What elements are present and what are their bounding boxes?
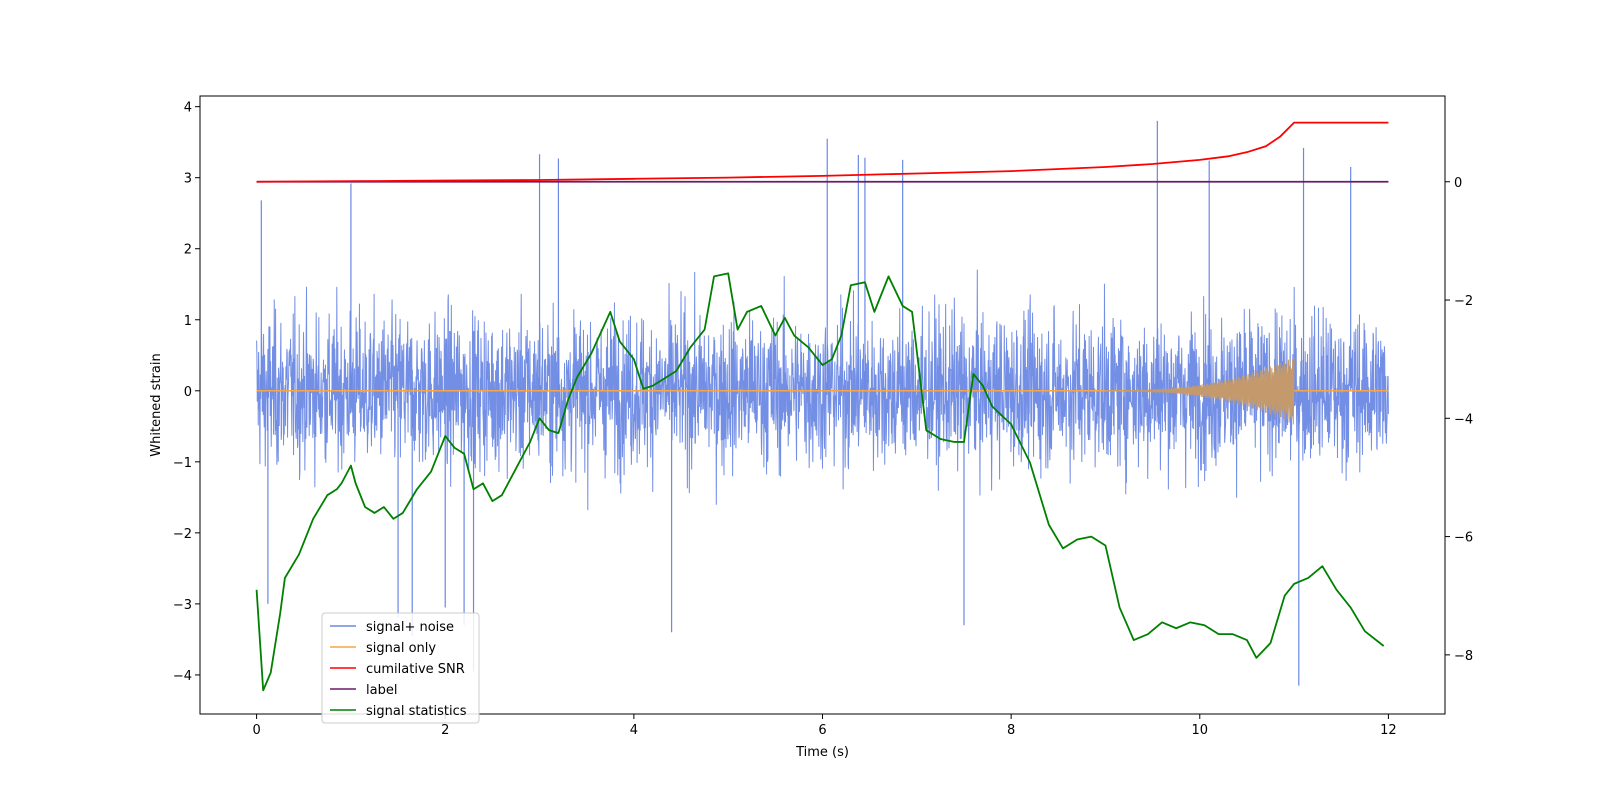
cumulative-snr-line	[256, 121, 1389, 183]
signal-only-trace	[256, 357, 1389, 425]
x-axis-label: Time (s)	[795, 745, 849, 760]
legend-label-signal-noise: signal+ noise	[366, 620, 454, 635]
legend-label-signal-only: signal only	[366, 641, 436, 656]
y-tick-label: 1	[184, 314, 192, 329]
y-axis-label: Whitened strain	[149, 353, 164, 456]
x-axis: 0 2 4 6 8 10 12	[252, 714, 1397, 738]
legend-label-cumulative-snr: cumilative SNR	[366, 662, 465, 677]
signal-statistics-line	[255, 272, 1385, 692]
x-tick-label: 8	[1007, 723, 1015, 738]
y2-tick-label: −4	[1454, 412, 1473, 427]
y2-tick-label: −6	[1454, 531, 1473, 546]
y-tick-label: 4	[184, 101, 192, 116]
x-tick-label: 6	[818, 723, 826, 738]
y-tick-label: −4	[173, 669, 192, 684]
y-tick-label: −1	[173, 456, 192, 471]
y-tick-label: 2	[184, 243, 192, 258]
y-tick-label: −3	[173, 598, 192, 613]
x-tick-label: 2	[441, 723, 449, 738]
y-tick-label: 3	[184, 172, 192, 187]
signal-chirp	[1105, 357, 1295, 425]
noise-band	[256, 120, 1389, 686]
line-series	[255, 121, 1389, 692]
legend-label-label: label	[366, 683, 397, 698]
y-axis-left: −4 −3 −2 −1 0 1 2 3 4	[173, 101, 200, 684]
y2-tick-label: −2	[1454, 294, 1473, 309]
x-tick-label: 4	[630, 723, 638, 738]
legend: signal+ noise signal only cumilative SNR…	[321, 612, 480, 724]
y2-tick-label: 0	[1454, 176, 1462, 191]
legend-label-signal-statistics: signal statistics	[366, 704, 467, 719]
y-tick-label: 0	[184, 385, 192, 400]
noise-trace	[256, 269, 1389, 511]
x-tick-label: 12	[1380, 723, 1397, 738]
y-axis-right: −8 −6 −4 −2 0	[1445, 176, 1473, 664]
y2-tick-label: −8	[1454, 649, 1473, 664]
x-tick-label: 10	[1191, 723, 1208, 738]
x-tick-label: 0	[252, 723, 260, 738]
legend-box	[321, 612, 480, 724]
y-tick-label: −2	[173, 527, 192, 542]
